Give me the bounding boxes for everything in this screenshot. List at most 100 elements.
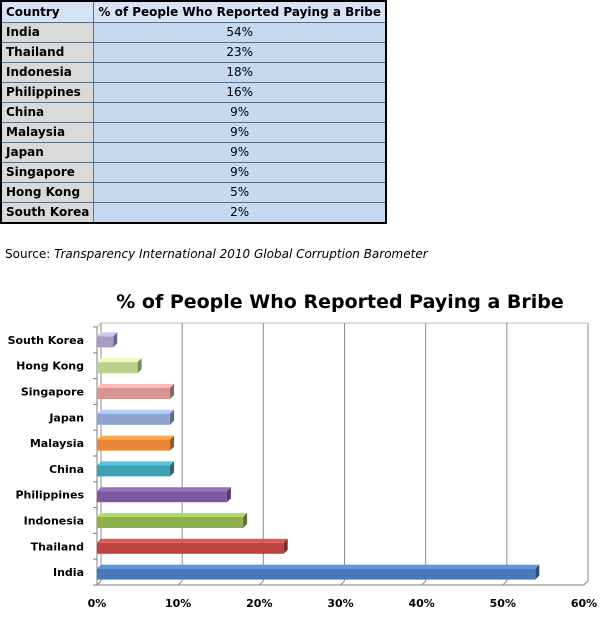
bar-top bbox=[97, 461, 175, 466]
table-row: Philippines 16% bbox=[0, 82, 387, 103]
bar-top bbox=[97, 435, 175, 440]
country-cell: South Korea bbox=[0, 202, 95, 224]
table-row: Thailand 23% bbox=[0, 42, 387, 63]
bribe-data-table-wrap: Country % of People Who Reported Paying … bbox=[0, 0, 388, 224]
bar bbox=[97, 538, 288, 554]
bar-top bbox=[97, 538, 288, 543]
bar-side bbox=[226, 487, 231, 503]
table-row: Indonesia 18% bbox=[0, 62, 387, 83]
source-prefix: Source: bbox=[5, 247, 55, 261]
category-label: Malaysia bbox=[30, 437, 84, 450]
bar bbox=[97, 487, 231, 503]
bar bbox=[97, 409, 175, 425]
percent-cell: 18% bbox=[93, 62, 387, 83]
bar-side bbox=[170, 409, 175, 425]
x-tick-label: 20% bbox=[246, 597, 272, 610]
bar bbox=[97, 564, 540, 580]
bar bbox=[97, 435, 175, 451]
gridline-floor bbox=[583, 580, 589, 586]
category-label: China bbox=[49, 463, 84, 476]
bar-top bbox=[97, 513, 248, 517]
percent-cell: 23% bbox=[93, 42, 387, 63]
tick-labels: 0% 10% 20% 30% 40% 50% 60% bbox=[88, 597, 598, 610]
bar-front bbox=[97, 413, 171, 425]
chart-grid bbox=[93, 322, 589, 586]
country-cell: Malaysia bbox=[0, 122, 95, 143]
country-cell: China bbox=[0, 102, 95, 123]
gridline-floor bbox=[340, 580, 345, 586]
bar-front bbox=[97, 336, 114, 348]
country-cell: Singapore bbox=[0, 162, 95, 183]
bar-side bbox=[283, 538, 288, 554]
chart-bars bbox=[97, 332, 540, 580]
category-label: Philippines bbox=[15, 489, 84, 502]
source-citation: Source: Transparency International 2010 … bbox=[5, 247, 428, 261]
country-cell: Japan bbox=[0, 142, 95, 163]
percent-cell: 9% bbox=[93, 162, 387, 183]
table-row: Japan 9% bbox=[0, 142, 387, 163]
bar-side bbox=[113, 332, 118, 348]
bar-top bbox=[97, 358, 142, 363]
category-label: Thailand bbox=[31, 540, 84, 553]
table-row: Singapore 9% bbox=[0, 162, 387, 183]
bar-front bbox=[97, 517, 244, 528]
bar-top bbox=[97, 409, 175, 414]
table-row: South Korea 2% bbox=[0, 202, 387, 224]
table-row: Malaysia 9% bbox=[0, 122, 387, 143]
bar-front bbox=[97, 388, 171, 399]
percent-cell: 9% bbox=[93, 122, 387, 143]
percent-cell: 9% bbox=[93, 142, 387, 163]
source-name: Transparency International 2010 Global C… bbox=[54, 247, 428, 261]
x-tick-label: 40% bbox=[408, 597, 434, 610]
bar-front bbox=[97, 439, 171, 451]
bar bbox=[97, 358, 142, 374]
category-label: Japan bbox=[48, 411, 84, 424]
category-label: Indonesia bbox=[24, 515, 84, 528]
country-cell: India bbox=[0, 22, 95, 43]
bar-side bbox=[170, 435, 175, 451]
category-labels: India Thailand Indonesia Philippines China Ma… bbox=[8, 334, 85, 579]
bar-top bbox=[97, 564, 540, 569]
header-percent: % of People Who Reported Paying a Bribe bbox=[93, 0, 387, 23]
x-tick-label: 60% bbox=[571, 597, 597, 610]
table-row: China 9% bbox=[0, 102, 387, 123]
percent-cell: 2% bbox=[93, 202, 387, 224]
gridline-floor bbox=[258, 580, 264, 586]
header-country: Country bbox=[0, 0, 95, 23]
bar bbox=[97, 461, 175, 477]
gridline-floor bbox=[421, 580, 427, 586]
country-cell: Indonesia bbox=[0, 62, 95, 83]
bar-front bbox=[97, 362, 138, 374]
bar-front bbox=[97, 542, 284, 554]
country-cell: Hong Kong bbox=[0, 182, 95, 203]
x-tick-label: 10% bbox=[165, 597, 191, 610]
percent-cell: 9% bbox=[93, 102, 387, 123]
bar-top bbox=[97, 384, 175, 388]
category-label: Singapore bbox=[21, 386, 84, 399]
table-header-row: Country % of People Who Reported Paying … bbox=[0, 0, 387, 23]
bar bbox=[97, 384, 175, 399]
percent-cell: 54% bbox=[93, 22, 387, 43]
bar-side bbox=[243, 513, 248, 528]
bar-front bbox=[97, 491, 227, 503]
category-label: Hong Kong bbox=[16, 360, 84, 373]
table-body: India 54% Thailand 23% Indonesia 18% Philippin… bbox=[0, 22, 387, 224]
bar-side bbox=[170, 384, 175, 399]
country-cell: Thailand bbox=[0, 42, 95, 63]
chart-title: % of People Who Reported Paying a Bribe bbox=[116, 291, 564, 313]
gridline-floor bbox=[177, 580, 183, 586]
x-tick-label: 0% bbox=[88, 597, 107, 610]
percent-cell: 5% bbox=[93, 182, 387, 203]
gridline-floor bbox=[502, 580, 508, 586]
bar-side bbox=[137, 358, 142, 374]
category-label: India bbox=[53, 566, 84, 579]
x-tick-label: 50% bbox=[490, 597, 516, 610]
bar-front bbox=[97, 568, 536, 580]
table-row: Hong Kong 5% bbox=[0, 182, 387, 203]
gridline-floor bbox=[96, 580, 102, 586]
bar bbox=[97, 332, 118, 348]
bribe-bar-chart: % of People Who Reported Paying a Bribe … bbox=[8, 291, 598, 610]
bar-top bbox=[97, 332, 118, 337]
bar-side bbox=[535, 564, 540, 580]
percent-cell: 16% bbox=[93, 82, 387, 103]
